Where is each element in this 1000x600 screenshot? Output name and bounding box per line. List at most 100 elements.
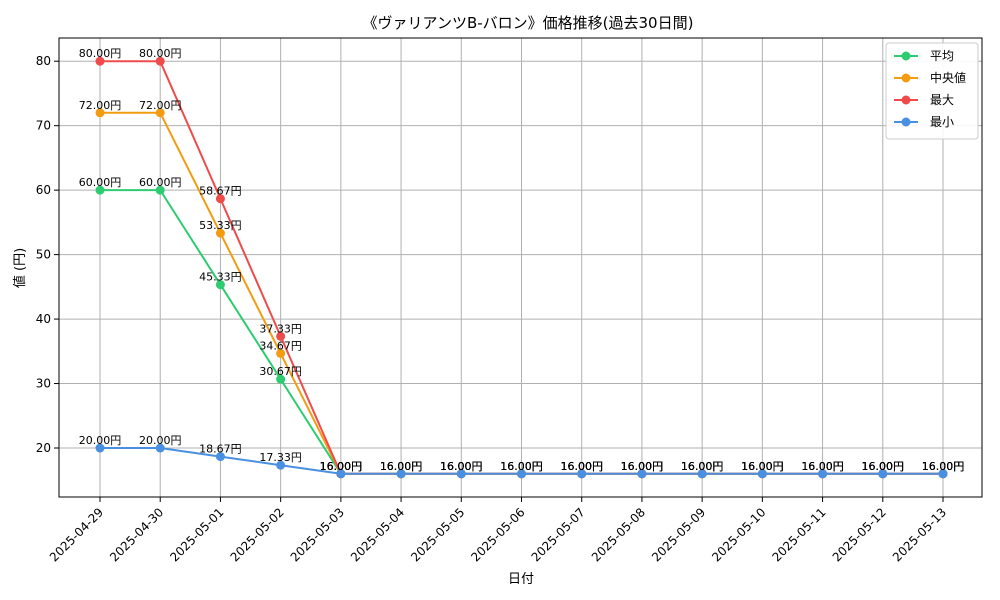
data-labels: 60.00円 60.00円 45.33円 30.67円 16.00円 16.00円 16.0… bbox=[79, 47, 965, 473]
data-label: 60.00円 bbox=[139, 176, 182, 189]
data-label: 16.00円 bbox=[560, 460, 603, 473]
y-tick-label: 20 bbox=[36, 441, 51, 455]
y-tick-label: 40 bbox=[36, 312, 51, 326]
data-label: 16.00円 bbox=[922, 460, 965, 473]
data-point bbox=[276, 348, 286, 358]
data-label: 16.00円 bbox=[681, 460, 724, 473]
data-label: 16.00円 bbox=[862, 460, 905, 473]
data-label: 16.00円 bbox=[560, 460, 603, 473]
data-point bbox=[155, 185, 165, 195]
data-label: 16.00円 bbox=[500, 460, 543, 473]
data-label: 16.00円 bbox=[320, 460, 363, 473]
data-label: 16.00円 bbox=[681, 460, 724, 473]
data-label: 16.00円 bbox=[862, 460, 905, 473]
data-label: 16.00円 bbox=[500, 460, 543, 473]
data-label: 16.00円 bbox=[801, 460, 844, 473]
data-point bbox=[637, 469, 647, 479]
data-point bbox=[276, 374, 286, 384]
data-point bbox=[215, 228, 225, 238]
y-tick-label: 60 bbox=[36, 183, 51, 197]
data-point bbox=[215, 194, 225, 204]
data-label: 58.67円 bbox=[199, 185, 242, 198]
data-point bbox=[697, 469, 707, 479]
data-label: 16.00円 bbox=[440, 460, 483, 473]
data-point bbox=[276, 460, 286, 470]
grid bbox=[59, 38, 982, 497]
data-point bbox=[276, 331, 286, 341]
data-label: 72.00円 bbox=[79, 99, 122, 112]
data-label: 16.00円 bbox=[560, 460, 603, 473]
data-point bbox=[517, 469, 526, 479]
data-label: 20.00円 bbox=[79, 434, 122, 447]
x-axis-label: 日付 bbox=[508, 572, 534, 587]
data-label: 16.00円 bbox=[621, 460, 664, 473]
data-point bbox=[155, 56, 165, 66]
data-point bbox=[938, 469, 948, 479]
data-label: 16.00円 bbox=[440, 460, 483, 473]
data-label: 16.00円 bbox=[741, 460, 784, 473]
data-point bbox=[456, 469, 466, 479]
y-tick-label: 70 bbox=[36, 119, 51, 133]
data-label: 16.00円 bbox=[741, 460, 784, 473]
y-tick-label: 80 bbox=[36, 54, 51, 68]
data-label: 37.33円 bbox=[259, 322, 302, 335]
data-label: 72.00円 bbox=[139, 99, 182, 112]
data-label: 18.67円 bbox=[199, 443, 242, 456]
data-label: 16.00円 bbox=[681, 460, 724, 473]
data-point bbox=[577, 469, 587, 479]
data-label: 16.00円 bbox=[621, 460, 664, 473]
data-label: 34.67円 bbox=[259, 339, 302, 352]
data-label: 16.00円 bbox=[922, 460, 965, 473]
legend-label: 中央値 bbox=[930, 70, 966, 85]
data-point bbox=[878, 469, 888, 479]
legend-label: 最小 bbox=[930, 115, 954, 129]
legend-label: 最大 bbox=[930, 93, 954, 107]
legend-marker bbox=[901, 117, 911, 127]
series-group bbox=[95, 56, 948, 479]
data-point bbox=[396, 469, 406, 479]
data-label: 16.00円 bbox=[500, 460, 543, 473]
data-label: 60.00円 bbox=[79, 176, 122, 189]
data-label: 16.00円 bbox=[741, 460, 784, 473]
plot-frame bbox=[58, 37, 983, 498]
data-label: 16.00円 bbox=[741, 460, 784, 473]
data-label: 80.00円 bbox=[79, 47, 122, 60]
data-point bbox=[757, 469, 767, 479]
data-label: 80.00円 bbox=[139, 47, 182, 60]
data-label: 16.00円 bbox=[862, 460, 905, 473]
data-label: 16.00円 bbox=[621, 460, 664, 473]
data-label: 16.00円 bbox=[922, 460, 965, 473]
data-label: 16.00円 bbox=[320, 460, 363, 473]
y-axis-label: 値 (円) bbox=[12, 248, 28, 288]
data-label: 16.00円 bbox=[922, 460, 965, 473]
data-label: 16.00円 bbox=[681, 460, 724, 473]
data-label: 16.00円 bbox=[500, 460, 543, 473]
data-label: 16.00円 bbox=[320, 460, 363, 473]
legend-label: 平均 bbox=[930, 49, 954, 63]
legend-box bbox=[885, 42, 979, 140]
data-label: 16.00円 bbox=[560, 460, 603, 473]
data-point bbox=[95, 56, 105, 66]
data-point bbox=[95, 108, 105, 118]
data-label: 53.33円 bbox=[199, 219, 242, 232]
data-point bbox=[215, 280, 225, 290]
legend-marker bbox=[901, 95, 911, 105]
legend-marker bbox=[901, 51, 911, 61]
data-label: 45.33円 bbox=[199, 271, 242, 284]
data-point bbox=[215, 452, 225, 462]
data-label: 17.33円 bbox=[259, 451, 302, 464]
data-label: 16.00円 bbox=[862, 460, 905, 473]
data-label: 16.00円 bbox=[440, 460, 483, 473]
data-label: 30.67円 bbox=[259, 365, 302, 378]
data-point bbox=[155, 108, 165, 118]
data-point bbox=[336, 469, 346, 479]
data-label: 16.00円 bbox=[621, 460, 664, 473]
data-label: 16.00円 bbox=[380, 460, 423, 473]
legend-marker bbox=[901, 73, 911, 83]
data-label: 16.00円 bbox=[380, 460, 423, 473]
data-label: 16.00円 bbox=[380, 460, 423, 473]
data-label: 16.00円 bbox=[380, 460, 423, 473]
data-point bbox=[818, 469, 828, 479]
